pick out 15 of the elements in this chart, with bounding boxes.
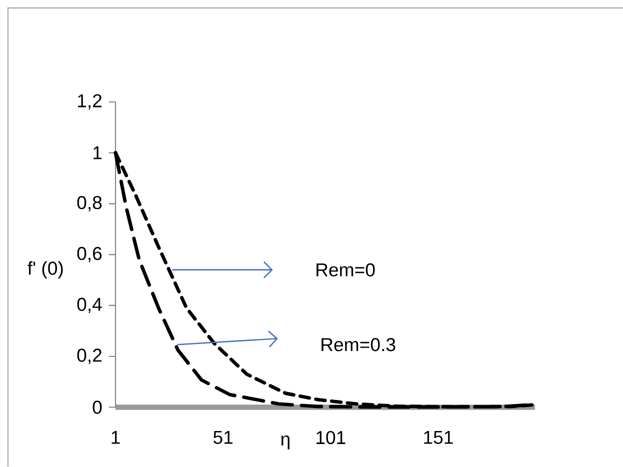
x-tick-label: 1 — [112, 431, 120, 444]
annotation: Rem=0 — [316, 263, 375, 277]
y-tick-label: 1 — [93, 146, 102, 160]
y-tick-label: 0,6 — [77, 247, 102, 262]
y-tick-label: 0,8 — [77, 196, 102, 212]
x-tick-label: 151 — [424, 431, 453, 444]
x-axis-title: η — [281, 436, 290, 450]
y-axis-title: f' (0) — [28, 261, 63, 279]
annotation: Rem=0.3 — [322, 338, 396, 352]
y-tick-label: 0 — [92, 400, 102, 414]
x-tick-label: 51 — [213, 431, 233, 444]
y-tick-label: 0,4 — [77, 298, 102, 314]
y-tick-label: 0,2 — [77, 348, 102, 364]
x-tick-label: 101 — [316, 431, 346, 444]
y-tick-label: 1,2 — [78, 94, 102, 110]
